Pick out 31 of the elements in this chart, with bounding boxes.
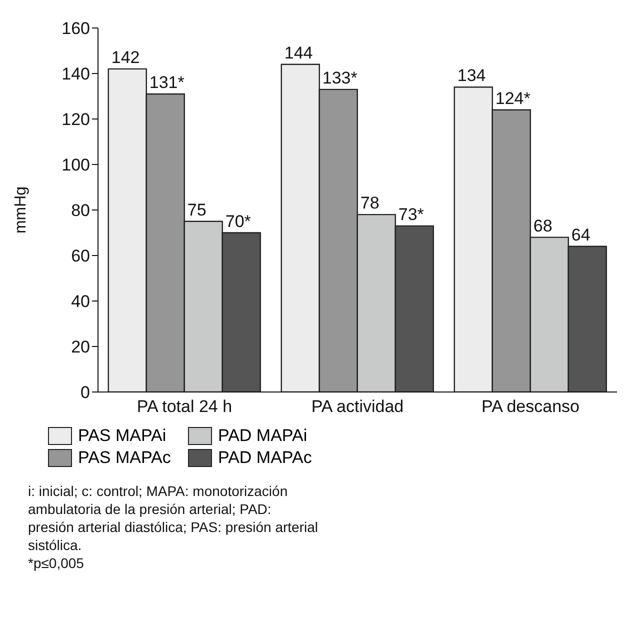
text: *p≤0,005 <box>28 554 85 572</box>
y-tick-label: 40 <box>71 292 90 312</box>
data-label: 68 <box>533 216 552 236</box>
data-label: 144 <box>284 43 313 62</box>
y-tick-label: 0 <box>80 383 90 402</box>
data-label: 78 <box>360 194 380 213</box>
y-tick-label: 20 <box>71 338 90 357</box>
y-tick-label: 140 <box>62 64 90 84</box>
x-tick-label: PA actividad <box>311 397 404 416</box>
data-label: 64 <box>571 225 590 244</box>
y-tick-label: 120 <box>62 110 90 130</box>
x-tick-label: PA total 24 h <box>136 397 232 416</box>
x-tick-label: PA descanso <box>482 397 580 416</box>
data-label: 70* <box>225 212 252 231</box>
data-label: 124* <box>495 88 531 108</box>
data-label: 134 <box>457 66 486 86</box>
y-tick-label: 100 <box>62 156 90 175</box>
legend-label: PAD MAPAc <box>218 448 312 468</box>
legend-label: PAS MAPAc <box>78 448 171 468</box>
data-label: 133* <box>322 68 358 88</box>
data-label: 75 <box>187 200 206 220</box>
legend-label: PAS MAPAi <box>78 426 166 446</box>
y-tick-label: 60 <box>71 246 90 266</box>
data-label: 131* <box>149 72 185 92</box>
text: i: inicial; c: control; MAPA: monotorización ambulatoria de la presión arterial; PAD: presión arterial diastólica; PAS: presión arterial sistólica. <box>28 482 318 554</box>
data-label: 73* <box>398 204 424 224</box>
legend-label: PAD MAPAi <box>218 426 308 446</box>
y-tick-label: 160 <box>62 19 90 38</box>
y-axis-title: mmHg <box>12 186 30 234</box>
y-tick-label: 80 <box>71 201 90 220</box>
data-label: 142 <box>111 48 140 67</box>
